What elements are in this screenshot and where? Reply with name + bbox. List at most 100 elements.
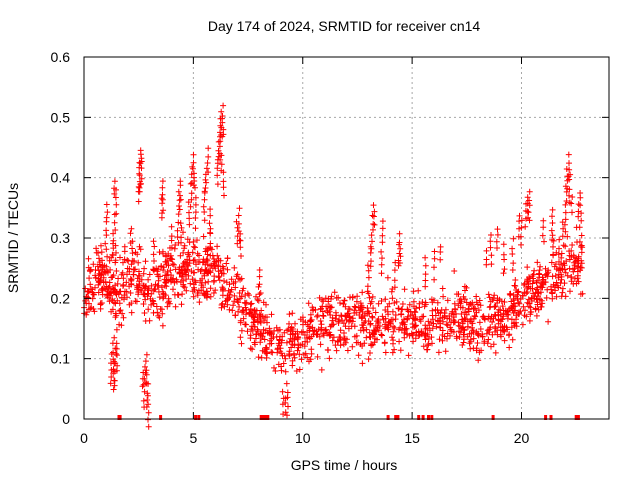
data-point: [369, 330, 376, 336]
data-point: [501, 266, 508, 273]
data-point: [494, 231, 501, 238]
data-point: [196, 299, 203, 306]
data-point: [160, 291, 167, 298]
data-point: [85, 255, 92, 262]
data-point: [238, 340, 245, 347]
data-point: [98, 270, 105, 277]
data-point: [341, 297, 348, 304]
data-point: [138, 165, 145, 172]
data-point: [99, 285, 106, 292]
data-point: [510, 235, 517, 242]
data-point: [410, 338, 417, 345]
data-point: [330, 334, 337, 341]
data-point: [126, 268, 133, 275]
data-point: [145, 380, 152, 387]
data-point: [163, 277, 170, 284]
data-point: [476, 319, 483, 326]
data-point: [318, 327, 324, 334]
data-point: [485, 291, 492, 298]
data-point: [104, 209, 111, 216]
data-point: [369, 212, 376, 219]
data-point: [209, 265, 216, 272]
data-point: [428, 319, 434, 326]
data-point: [298, 329, 305, 336]
data-point: [164, 303, 171, 310]
data-point: [364, 283, 371, 290]
data-point: [217, 257, 224, 264]
data-point: [483, 247, 490, 254]
data-point: [493, 238, 500, 245]
data-point: [473, 293, 480, 300]
data-point: [579, 290, 586, 297]
data-point: [150, 238, 157, 245]
data-point: [98, 249, 105, 256]
data-point: [327, 304, 334, 311]
data-point: [578, 210, 585, 217]
data-point: [417, 318, 424, 325]
data-point: [98, 242, 104, 249]
data-point: [184, 266, 191, 273]
data-point: [335, 338, 341, 344]
data-point: [497, 331, 504, 338]
data-point: [218, 108, 225, 115]
zero-point: [491, 415, 495, 420]
data-point: [203, 179, 210, 186]
data-point: [178, 224, 185, 231]
data-point: [210, 290, 217, 296]
data-point: [110, 237, 117, 244]
data-point: [214, 243, 221, 250]
data-points: [81, 102, 586, 430]
data-point: [489, 319, 496, 325]
data-point: [204, 160, 211, 166]
data-point: [467, 316, 474, 323]
data-point: [174, 227, 181, 234]
data-point: [145, 276, 152, 283]
data-point: [446, 315, 453, 322]
data-point: [314, 313, 320, 320]
data-point: [489, 331, 496, 338]
data-point: [135, 198, 142, 205]
data-point: [342, 339, 349, 346]
data-point: [524, 289, 531, 295]
data-point: [137, 151, 144, 158]
data-point: [411, 308, 418, 315]
data-point: [237, 334, 244, 341]
data-point: [186, 221, 193, 228]
data-point: [215, 138, 222, 145]
data-point: [562, 216, 569, 223]
data-point: [124, 294, 130, 301]
zero-point: [574, 415, 578, 420]
data-point: [439, 285, 446, 292]
data-point: [361, 340, 368, 347]
data-point: [175, 211, 182, 218]
data-point: [539, 300, 546, 307]
data-point: [558, 271, 565, 278]
data-point: [395, 326, 402, 333]
data-point: [355, 352, 362, 359]
data-point: [289, 362, 296, 369]
data-point: [451, 268, 458, 274]
data-point: [509, 336, 516, 343]
data-point: [82, 285, 89, 292]
data-point: [314, 353, 321, 360]
data-point: [407, 312, 414, 319]
data-point: [542, 265, 549, 272]
data-point: [167, 267, 174, 274]
data-point: [537, 289, 544, 296]
data-point: [136, 268, 142, 275]
data-point: [110, 370, 117, 377]
data-point: [291, 336, 298, 343]
data-point: [505, 332, 512, 339]
data-point: [442, 306, 449, 313]
data-point: [371, 221, 378, 228]
zero-point: [394, 415, 398, 420]
data-point: [192, 194, 199, 201]
data-point: [138, 175, 145, 182]
data-point: [113, 249, 119, 256]
data-point: [292, 320, 298, 327]
data-point: [160, 267, 167, 274]
data-point: [545, 318, 552, 325]
data-point: [108, 367, 115, 373]
data-point: [529, 280, 536, 287]
data-point: [238, 293, 245, 300]
